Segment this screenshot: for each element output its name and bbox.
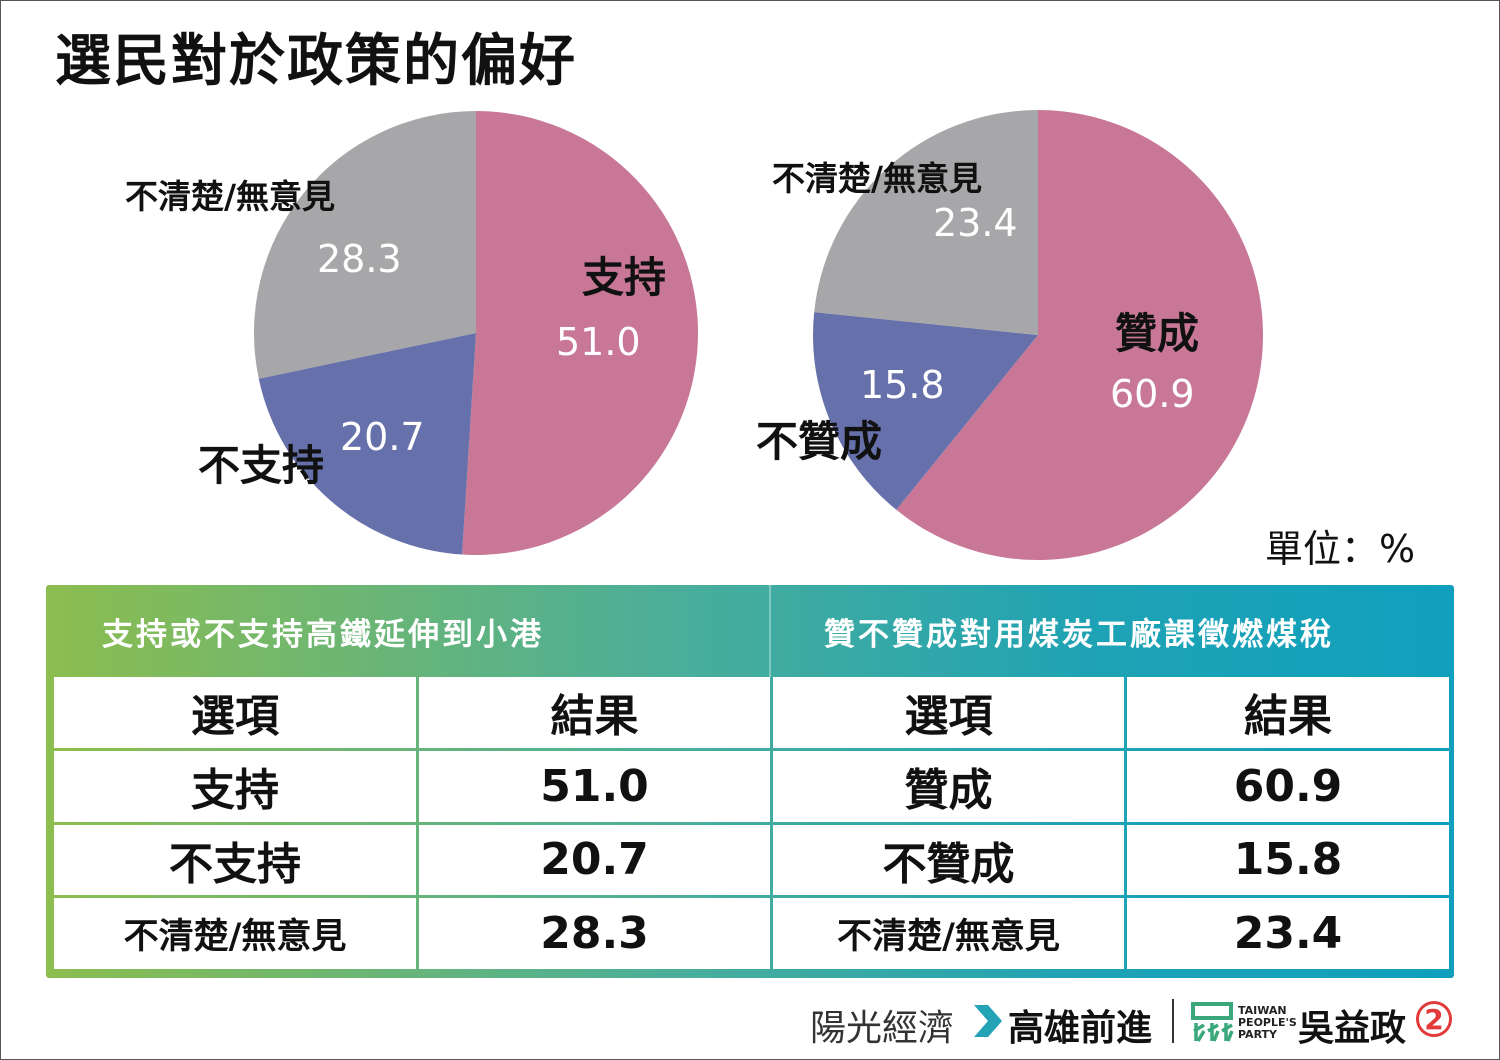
party-name: TAIWAN PEOPLE'S PARTY	[1238, 1004, 1297, 1041]
candidate-number-badge: 2	[1416, 1001, 1452, 1037]
pie0-value-unsure: 28.3	[317, 237, 402, 281]
table-cell-result: 28.3	[419, 898, 770, 969]
pie0-value-support: 51.0	[556, 320, 641, 364]
unit-label: 單位：%	[1265, 527, 1416, 571]
table-cell-result: 15.8	[1127, 824, 1449, 896]
table-cell-option: 不清楚/無意見	[773, 898, 1124, 969]
pie1-label-agree: 贊成	[1115, 309, 1199, 358]
pie0-slice-unsure	[254, 111, 476, 379]
pie0-value-no-support: 20.7	[340, 415, 425, 459]
table-cell-option: 贊成	[773, 750, 1124, 822]
col-header-result-right: 結果	[1127, 677, 1449, 748]
footer-divider	[1172, 999, 1174, 1043]
candidate-name: 吳益政	[1298, 1008, 1407, 1049]
pie1-value-unsure: 23.4	[933, 201, 1018, 245]
col-header-option-left: 選項	[54, 677, 416, 748]
pie1-value-disagree: 15.8	[860, 363, 945, 407]
pie1-label-unsure: 不清楚/無意見	[772, 159, 982, 198]
pie1-value-agree: 60.9	[1110, 372, 1195, 416]
table-cell-option: 不清楚/無意見	[54, 898, 416, 969]
page-title: 選民對於政策的偏好	[55, 29, 577, 94]
pie1-label-disagree: 不贊成	[756, 417, 882, 466]
footer: 陽光經濟 高雄前進 TAIWAN PEOPLE'S PARTY 吳益政 2	[810, 995, 1460, 1050]
col-header-option-right: 選項	[773, 677, 1124, 748]
table-title-right: 贊不贊成對用煤炭工廠課徵燃煤稅	[824, 616, 1334, 653]
party-logo-icon	[1191, 1002, 1234, 1042]
table-title-left: 支持或不支持高鐵延伸到小港	[102, 616, 544, 653]
table-cell-result: 51.0	[419, 750, 770, 822]
table-cell-option: 支持	[54, 750, 416, 822]
pie0-label-support: 支持	[582, 253, 666, 302]
pie1-slice-unsure	[814, 110, 1038, 335]
pie1-slice-disagree	[813, 312, 1038, 510]
pie0-slice-support	[462, 111, 698, 555]
results-table: 支持或不支持高鐵延伸到小港 贊不贊成對用煤炭工廠課徵燃煤稅 選項 結果 選項 結…	[46, 585, 1454, 978]
table-cell-option: 不贊成	[773, 824, 1124, 896]
pie0-slice-no-support	[258, 333, 476, 555]
pie-charts: 支持 51.0 不支持 20.7 不清楚/無意見 28.3 贊成 60.9 不贊成 15.8 不清…	[125, 110, 1263, 560]
slogan-text-bold: 高雄前進	[1008, 1008, 1153, 1049]
slogan-text: 陽光經濟	[810, 1008, 955, 1049]
chevron-right-icon	[974, 1005, 1002, 1037]
table-cell-result: 23.4	[1127, 898, 1449, 969]
pie0-label-unsure: 不清楚/無意見	[125, 177, 335, 216]
table-cell-result: 60.9	[1127, 750, 1449, 822]
pie0-label-no-support: 不支持	[198, 441, 324, 490]
table-cell-option: 不支持	[54, 824, 416, 896]
table-cell-result: 20.7	[419, 824, 770, 896]
pie-chart-rail: 支持 51.0 不支持 20.7 不清楚/無意見 28.3	[125, 111, 698, 555]
header-divider	[769, 585, 771, 677]
table-grid: 選項 結果 選項 結果 支持 51.0 贊成 60.9 不支持 20.7 不贊成…	[54, 677, 1449, 969]
col-header-result-left: 結果	[419, 677, 770, 748]
pie1-slice-agree	[896, 110, 1263, 560]
